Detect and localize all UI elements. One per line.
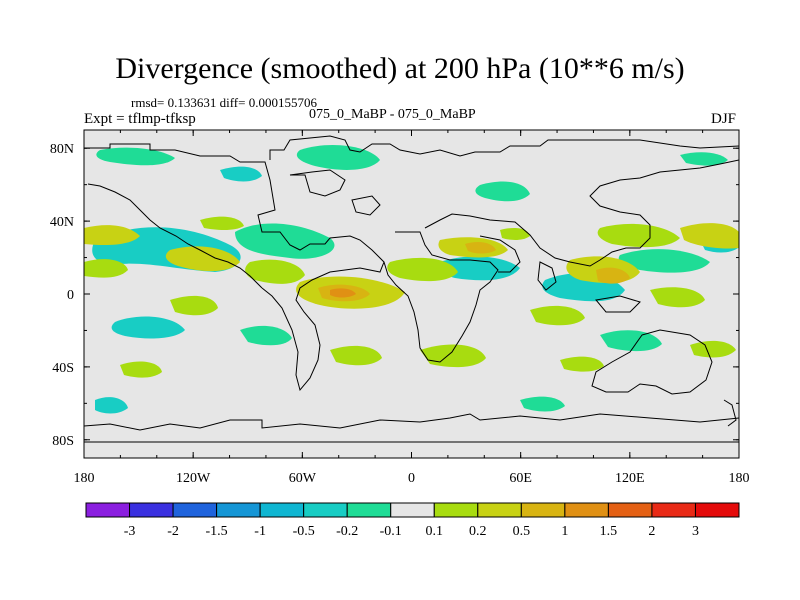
y-tick-label: 0 [67, 288, 74, 303]
colorbar-swatch [651, 502, 696, 518]
y-tick-label: 80S [52, 434, 74, 449]
contour-field [84, 145, 739, 414]
season-label: DJF [711, 111, 737, 127]
colorbar-label: -3 [124, 524, 136, 539]
y-axis: 80N 40N 0 40S 80S [50, 142, 739, 449]
colorbar-label: -2 [167, 524, 179, 539]
colorbar-swatch [694, 502, 740, 518]
colorbar-swatch [303, 502, 348, 518]
colorbar-label: -1 [254, 524, 266, 539]
colorbar-label: 2 [648, 524, 655, 539]
x-tick-label: 60W [289, 471, 317, 486]
x-tick-label: 180 [729, 471, 750, 486]
colorbar-swatch [390, 502, 435, 518]
experiment-label: Expt = tflmp-tfksp [84, 111, 196, 127]
colorbar-label: 0.1 [426, 524, 444, 539]
rmsd-diff-label: rmsd= 0.133631 diff= 0.000155706 [131, 95, 317, 110]
x-tick-label: 60E [509, 471, 532, 486]
colorbar-swatch [607, 502, 653, 518]
colorbar-swatch [85, 502, 131, 518]
x-axis: 180 120W 60W 0 60E 120E 180 [74, 130, 750, 486]
colorbar-swatch [433, 502, 479, 518]
colorbar-swatch [477, 502, 522, 518]
colorbar-label: 1 [561, 524, 568, 539]
colorbar-label: -0.1 [380, 524, 402, 539]
coastlines [84, 135, 739, 443]
colorbar: -3 -2 -1.5 -1 -0.5 -0.2 -0.1 0.1 0.2 0.5 1 1.5 2 3 [85, 502, 740, 539]
runs-label: 075_0_MaBP - 075_0_MaBP [309, 107, 476, 122]
colorbar-swatch [216, 502, 261, 518]
y-tick-label: 40N [50, 215, 74, 230]
colorbar-swatch [564, 502, 609, 518]
colorbar-swatch [129, 502, 174, 518]
colorbar-swatch [520, 502, 566, 518]
colorbar-label: 3 [692, 524, 699, 539]
colorbar-label: -1.5 [206, 524, 228, 539]
y-tick-label: 40S [52, 361, 74, 376]
colorbar-label: 0.5 [513, 524, 531, 539]
x-tick-label: 120E [615, 471, 645, 486]
x-tick-label: 0 [408, 471, 415, 486]
colorbar-label: -0.2 [336, 524, 358, 539]
y-tick-label: 80N [50, 142, 74, 157]
colorbar-label: 1.5 [600, 524, 618, 539]
x-tick-label: 180 [74, 471, 95, 486]
colorbar-swatch [346, 502, 392, 518]
colorbar-label: 0.2 [469, 524, 487, 539]
x-tick-label: 120W [176, 471, 211, 486]
colorbar-swatch [259, 502, 305, 518]
colorbar-label: -0.5 [293, 524, 315, 539]
map-background [84, 130, 739, 458]
chart-title: Divergence (smoothed) at 200 hPa (10**6 … [115, 52, 685, 85]
colorbar-swatch [172, 502, 218, 518]
